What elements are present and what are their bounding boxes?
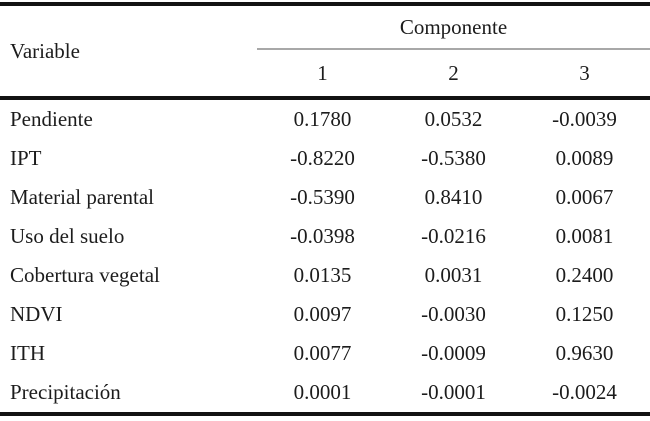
table-row: Pendiente 0.1780 0.0532 -0.0039 [0,98,650,139]
value-cell: 0.0031 [424,263,483,287]
variable-cell: NDVI [10,302,63,326]
value-cell: -0.5390 [290,185,355,209]
variable-cell: Pendiente [10,107,93,131]
value-cell: 0.0532 [424,107,483,131]
variable-cell: Uso del suelo [10,224,125,248]
value-cell: -0.0024 [552,380,617,404]
variable-column-header: Variable [0,4,257,100]
value-cell: 0.8410 [424,185,483,209]
table-row: ITH 0.0077 -0.0009 0.9630 [0,334,650,373]
component-3-header: 3 [519,49,650,100]
table-row: Precipitación 0.0001 -0.0001 -0.0024 [0,373,650,414]
header-row-group: Variable Componente [0,4,650,100]
value-cell: 0.0077 [293,341,352,365]
value-cell: -0.0216 [421,224,486,248]
table-row: Cobertura vegetal 0.0135 0.0031 0.2400 [0,256,650,295]
value-cell: 0.0081 [555,224,614,248]
value-cell: -0.0398 [290,224,355,248]
value-cell: -0.8220 [290,146,355,170]
value-cell: 0.1250 [555,302,614,326]
header-row-components: 1 2 3 [0,49,650,100]
value-cell: 0.9630 [555,341,614,365]
variable-cell: Precipitación [10,380,121,404]
variable-cell: IPT [10,146,42,170]
value-cell: -0.0009 [421,341,486,365]
value-cell: 0.0097 [293,302,352,326]
value-cell: 0.0001 [293,380,352,404]
variable-cell: Cobertura vegetal [10,263,160,287]
value-cell: 0.0135 [293,263,352,287]
table-row: NDVI 0.0097 -0.0030 0.1250 [0,295,650,334]
value-cell: -0.5380 [421,146,486,170]
component-2-header: 2 [388,49,519,100]
componente-group-header: Componente [257,4,650,50]
table-row: Material parental -0.5390 0.8410 0.0067 [0,178,650,217]
table-row: Uso del suelo -0.0398 -0.0216 0.0081 [0,217,650,256]
value-cell: 0.1780 [293,107,352,131]
value-cell: -0.0001 [421,380,486,404]
variable-cell: ITH [10,341,45,365]
value-cell: -0.0030 [421,302,486,326]
value-cell: 0.0067 [555,185,614,209]
variable-cell: Material parental [10,185,155,209]
value-cell: -0.0039 [552,107,617,131]
component-1-header: 1 [257,49,388,100]
value-cell: 0.0089 [555,146,614,170]
table-row: IPT -0.8220 -0.5380 0.0089 [0,139,650,178]
value-cell: 0.2400 [555,263,614,287]
